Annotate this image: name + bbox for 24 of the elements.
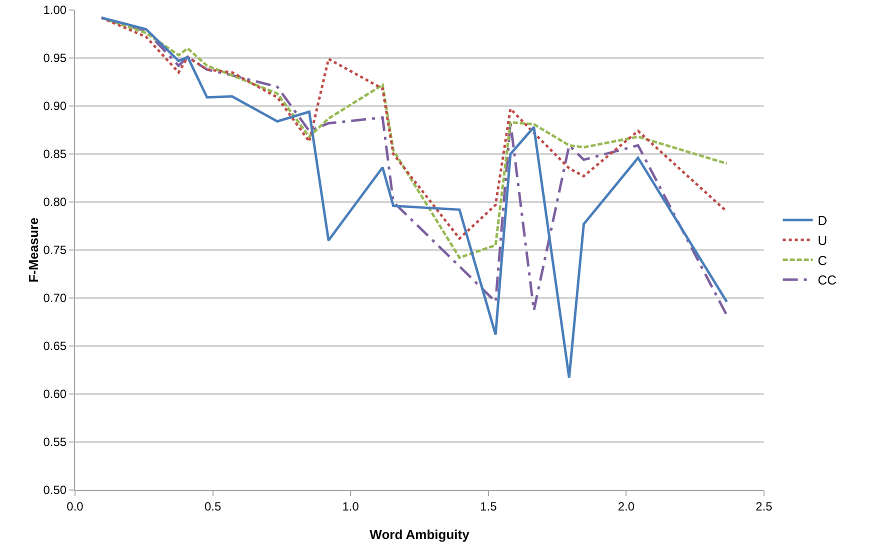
x-tick-label: 1.0: [342, 499, 360, 514]
x-axis-title: Word Ambiguity: [370, 527, 470, 542]
x-tick-label: 0.5: [204, 499, 222, 514]
y-tick-label: 0.90: [43, 99, 67, 114]
line-series: [100, 16, 728, 379]
y-tick-label: 0.80: [43, 195, 67, 210]
y-tick-label: 0.85: [43, 147, 67, 162]
y-tick-label: 0.75: [43, 243, 67, 258]
x-tick-label: 2.0: [618, 499, 635, 514]
y-tick-label: 0.60: [43, 387, 67, 402]
y-tick-label: 0.70: [43, 291, 67, 306]
x-tick-label: 0.0: [66, 499, 84, 514]
legend-label: D: [818, 213, 828, 228]
y-tick-label: 0.95: [43, 51, 67, 66]
legend-label: C: [818, 252, 828, 268]
x-tick-label: 2.5: [756, 499, 773, 514]
y-tick-label: 1.00: [43, 3, 67, 18]
legend-label: CC: [818, 272, 837, 288]
y-axis-title: F-Measure: [26, 217, 42, 283]
y-tick-label: 0.50: [43, 483, 67, 498]
y-tick-label: 0.55: [43, 435, 67, 450]
legend-label: U: [818, 232, 828, 248]
x-tick-label: 1.5: [480, 499, 498, 514]
y-tick-label: 0.65: [43, 339, 67, 354]
